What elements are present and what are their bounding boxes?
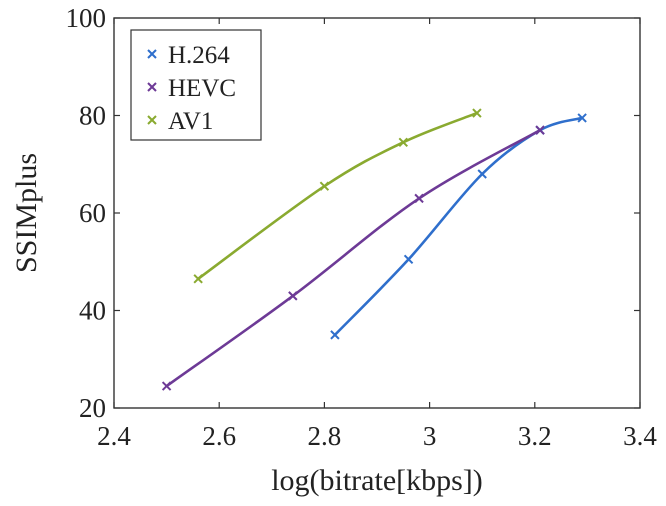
- y-tick-label: 60: [79, 198, 106, 228]
- x-tick-label: 3.2: [518, 421, 552, 451]
- y-tick-label: 80: [79, 101, 106, 131]
- data-point-hevc: [535, 125, 545, 135]
- data-point-h-264: [403, 254, 414, 265]
- y-axis-title: SSIMplus: [10, 153, 43, 273]
- data-point-h-264: [577, 113, 587, 123]
- data-point-hevc: [161, 381, 172, 391]
- y-tick-label: 100: [66, 3, 107, 33]
- legend-marker-av1: [147, 115, 157, 125]
- series-line-av1: [196, 111, 479, 281]
- legend-label-h-264: H.264: [168, 42, 230, 69]
- x-tick-label: 3: [423, 421, 437, 451]
- legend-marker-h-264: [147, 49, 157, 59]
- tick-layer: 2.4 2.6 2.8 3 3.2 3.4 20 40 60 80 100: [66, 3, 658, 451]
- series-line-hevc: [165, 128, 542, 388]
- y-tick-label: 20: [79, 393, 106, 423]
- data-point-hevc: [288, 291, 298, 301]
- series-layer: [161, 108, 587, 391]
- x-tick-label: 2.8: [308, 421, 342, 451]
- legend-label-hevc: HEVC: [168, 75, 236, 102]
- legend-label-av1: AV1: [168, 108, 213, 135]
- data-point-h-264: [330, 330, 340, 340]
- data-point-av1: [319, 181, 330, 191]
- data-point-av1: [193, 274, 203, 284]
- data-point-hevc: [414, 193, 424, 204]
- x-tick-label: 3.4: [623, 421, 657, 451]
- data-point-h-264: [477, 169, 487, 179]
- y-tick-label: 40: [79, 296, 106, 326]
- x-tick-label: 2.6: [202, 421, 236, 451]
- x-axis-title: log(bitrate[kbps]): [271, 464, 483, 497]
- x-tick-label: 2.4: [97, 421, 131, 451]
- legend-marker-hevc: [147, 82, 157, 92]
- legend: H.264 HEVC AV1: [130, 29, 262, 141]
- data-point-av1: [398, 137, 409, 148]
- data-point-av1: [472, 108, 482, 118]
- series-line-h-264: [333, 116, 584, 337]
